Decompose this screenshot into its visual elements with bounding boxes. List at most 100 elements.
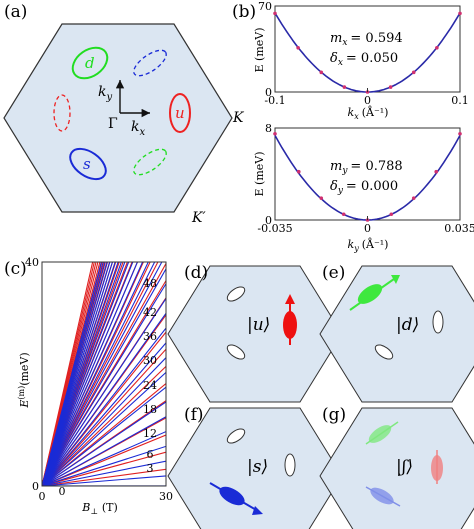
- plot-frame-b-bottom: [274, 127, 461, 221]
- b-bottom-data-point: [411, 196, 416, 200]
- c-level-red: [42, 451, 166, 486]
- panel-c: 0 36 12 18 24 30 36 42 48 0 30 0 40 E(m)(meV) B⊥ (T): [17, 256, 173, 516]
- pocket-f-right: [284, 453, 296, 477]
- b-bottom-xtick-label: -0.035: [257, 222, 292, 235]
- panel-label-a: (a): [4, 2, 27, 22]
- c-level-blue: [42, 262, 156, 486]
- spin-arrowhead-d: [391, 275, 400, 284]
- b-bottom-data-point: [434, 169, 439, 174]
- pocket-d-topleft: [226, 286, 246, 302]
- kprime-point-label: K′: [191, 210, 206, 226]
- b-bottom-data-point: [389, 212, 394, 217]
- pocket-e-bottomleft: [374, 344, 394, 360]
- b-bottom-xlabel: ky (Å⁻¹): [348, 237, 389, 253]
- b-top-xtick-label: 0.1: [451, 94, 469, 107]
- c-level-blue: [42, 262, 130, 486]
- spin-arrowhead-u: [285, 294, 295, 304]
- c-level-red: [42, 348, 166, 486]
- c-level-blue: [42, 298, 166, 486]
- c-level-label: 48: [143, 277, 157, 290]
- c-ylabel: E(m)(meV): [17, 352, 31, 408]
- c-level-blue: [42, 262, 163, 486]
- hexagon-f: [167, 407, 343, 529]
- b-bottom-ylabel: E (meV): [253, 152, 266, 197]
- spin-arrow-s: [209, 482, 259, 512]
- valley-s-label: s: [83, 155, 91, 173]
- b-top-data-point: [273, 11, 277, 16]
- c-level-blue: [42, 262, 144, 486]
- c-level-label: 3: [147, 462, 154, 475]
- hexagon-g: [319, 407, 474, 529]
- c-level-red: [42, 468, 166, 486]
- plot-frame-c: [41, 261, 167, 487]
- pocket-e-right: [432, 310, 444, 334]
- b-top-ytick-label: 0: [265, 86, 272, 99]
- valley-s-solid: [69, 147, 107, 181]
- b-top-xlabel: kx (Å⁻¹): [348, 105, 389, 121]
- c-level-blue: [42, 262, 149, 486]
- b-top-data-point: [296, 45, 300, 50]
- c-level-blue: [42, 460, 166, 486]
- c-level-label: 18: [143, 403, 157, 416]
- c-level-blue: [42, 416, 166, 486]
- b-top-data-point: [342, 85, 347, 89]
- c-level-blue: [42, 475, 166, 486]
- b-top-data-point: [435, 45, 439, 50]
- c-level-blue: [42, 262, 102, 486]
- b-top-data-point: [458, 11, 462, 16]
- c-level-blue: [42, 268, 166, 486]
- c-level-blue: [42, 327, 166, 486]
- c-level-blue: [42, 445, 166, 486]
- c-level-red: [42, 262, 95, 486]
- c-level-blue: [42, 262, 116, 486]
- ket-u: |u⟩: [247, 315, 270, 335]
- b-top-xtick-label: 0: [364, 94, 371, 107]
- spin-arrow-g-green: [365, 421, 399, 445]
- b-bottom-ytick-label: 0: [265, 214, 272, 227]
- panel-label-b: (b): [232, 2, 256, 22]
- spin-arrowhead-s: [252, 506, 263, 515]
- c-level-blue: [42, 262, 106, 486]
- c-level-blue: [42, 283, 166, 486]
- c-level-label: 12: [143, 427, 157, 440]
- c-level-blue: [42, 372, 166, 486]
- panel-label-d: (d): [184, 263, 208, 283]
- plot-frame-b-top: [274, 5, 461, 93]
- b-bottom-data-point: [319, 196, 324, 200]
- spin-arrow-g-blue: [365, 486, 401, 507]
- panel-g: |ʃ⟩: [319, 407, 474, 529]
- panel-a: d u s ky Γ kx K K′: [3, 23, 245, 226]
- b-top-ylabel: E (meV): [253, 28, 266, 73]
- c-level-blue: [42, 431, 166, 486]
- valley-d-label: d: [85, 54, 95, 72]
- panel-label-f: (f): [184, 405, 204, 425]
- c-level-label: 42: [143, 306, 157, 319]
- c-level-blue: [42, 262, 122, 486]
- c-level-blue: [42, 262, 113, 486]
- pocket-d-bottomleft: [226, 344, 246, 360]
- b-top-annotation-delta: δx = 0.050: [330, 51, 398, 68]
- c-xtick-label: 0: [39, 490, 46, 503]
- valley-green-dashed: [133, 148, 167, 176]
- c-level-red: [42, 262, 97, 486]
- b-bottom-annotation-delta: δy = 0.000: [330, 179, 398, 196]
- ket-shaped: |ʃ⟩: [396, 457, 413, 477]
- panel-d: |u⟩: [167, 265, 343, 403]
- b-top-annotation-m: mx = 0.594: [330, 31, 403, 48]
- c-level-blue: [42, 262, 111, 486]
- b-bottom-annotation-m: my = 0.788: [330, 159, 403, 176]
- b-bottom-data-point: [273, 131, 277, 136]
- c-level-label: 0: [59, 485, 66, 498]
- c-level-blue: [42, 262, 139, 486]
- spin-arrow-d: [349, 278, 395, 311]
- valley-u-solid: [169, 93, 191, 133]
- b-top-data-point: [411, 70, 416, 75]
- ky-label: ky: [98, 84, 112, 103]
- valley-blue-dashed: [133, 49, 167, 77]
- b-bottom-data-point: [341, 212, 346, 217]
- c-xtick-label: 30: [159, 490, 173, 503]
- panel-label-c: (c): [4, 259, 27, 279]
